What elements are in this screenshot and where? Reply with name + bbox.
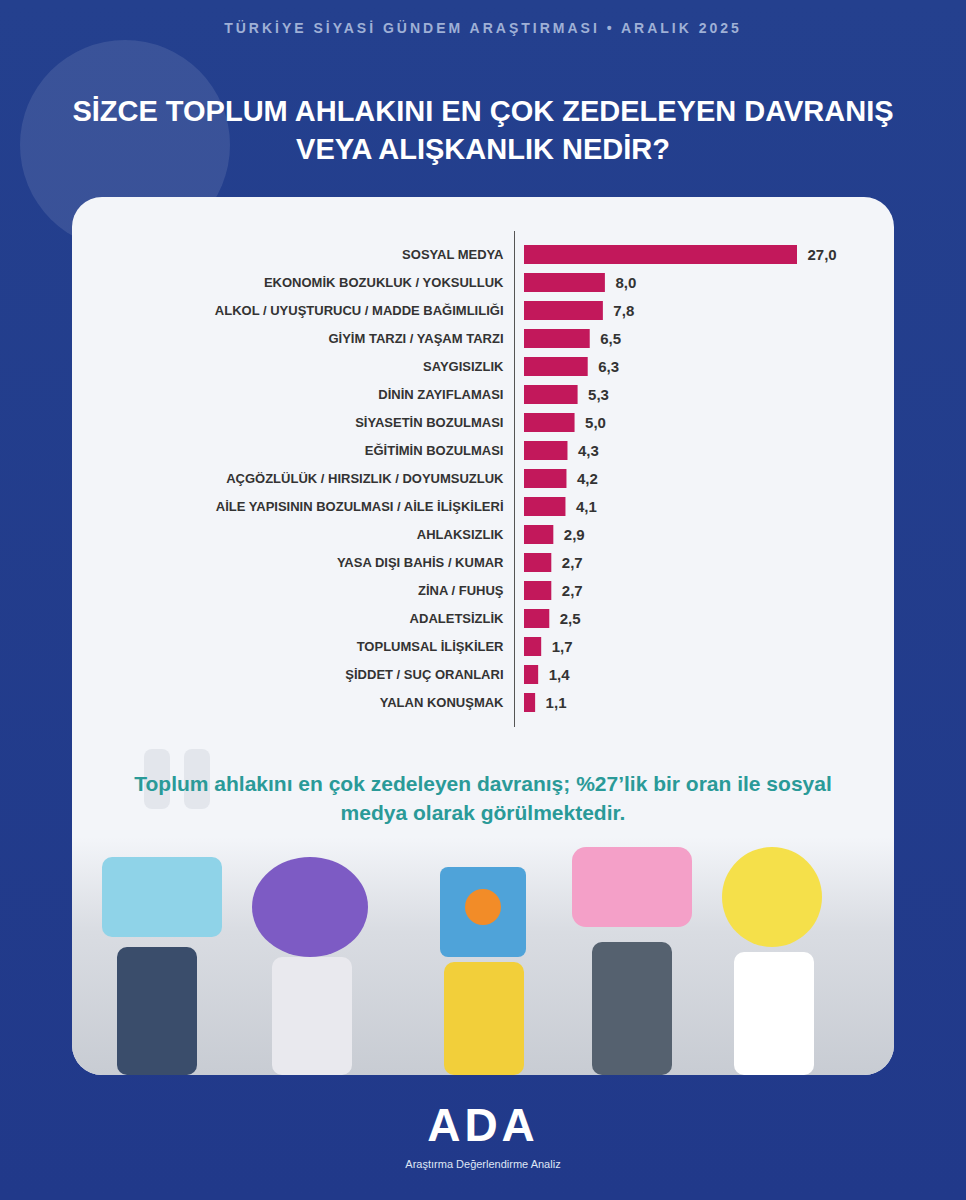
svg-text:2,7: 2,7 (562, 554, 583, 571)
svg-text:4,1: 4,1 (576, 498, 597, 515)
svg-text:GİYİM TARZI / YAŞAM TARZI: GİYİM TARZI / YAŞAM TARZI (328, 331, 503, 346)
svg-text:8,0: 8,0 (615, 274, 636, 291)
svg-text:4,2: 4,2 (577, 470, 598, 487)
svg-text:AHLAKSIZLIK: AHLAKSIZLIK (417, 527, 504, 542)
svg-text:ŞİDDET / SUÇ ORANLARI: ŞİDDET / SUÇ ORANLARI (345, 667, 503, 682)
svg-text:SAYGISIZLIK: SAYGISIZLIK (423, 359, 504, 374)
html-text:SİZCE TOPLUM AHLAKINI EN ÇOK Z: SİZCE TOPLUM AHLAKINI EN ÇOK ZEDELEYEN D… (72, 95, 894, 165)
html-text:Araştırma Değerlendirme Analiz: Araştırma Değerlendirme Analiz (405, 1158, 561, 1170)
svg-text:SİYASETİN BOZULMASI: SİYASETİN BOZULMASI (355, 415, 503, 430)
html-text:TÜRKİYE SİYASİ GÜNDEM ARAŞTIRM: TÜRKİYE SİYASİ GÜNDEM ARAŞTIRMASI • ARAL… (224, 20, 742, 36)
html-text:Toplum ahlakını en çok zedeley: Toplum ahlakını en çok zedeleyen davranı… (134, 772, 832, 824)
svg-text:6,5: 6,5 (600, 330, 621, 347)
svg-text:ALKOL / UYUŞTURUCU / MADDE BAĞ: ALKOL / UYUŞTURUCU / MADDE BAĞIMLILIĞI (215, 303, 504, 318)
svg-text:ADALETSİZLİK: ADALETSİZLİK (410, 611, 504, 626)
svg-text:7,8: 7,8 (613, 302, 634, 319)
svg-text:1,4: 1,4 (549, 666, 571, 683)
svg-text:4,3: 4,3 (578, 442, 599, 459)
svg-text:EKONOMİK BOZUKLUK / YOKSULLUK: EKONOMİK BOZUKLUK / YOKSULLUK (264, 275, 504, 290)
svg-text:AİLE YAPISININ BOZULMASI / AİL: AİLE YAPISININ BOZULMASI / AİLE İLİŞKİLE… (216, 499, 504, 514)
svg-text:ZİNA / FUHUŞ: ZİNA / FUHUŞ (418, 583, 504, 598)
svg-text:2,5: 2,5 (560, 610, 581, 627)
svg-text:AÇGÖZLÜLÜK / HIRSIZLIK / DOYUM: AÇGÖZLÜLÜK / HIRSIZLIK / DOYUMSUZLUK (226, 471, 504, 486)
svg-text:5,3: 5,3 (588, 386, 609, 403)
svg-text:YALAN KONUŞMAK: YALAN KONUŞMAK (380, 695, 504, 710)
svg-text:TOPLUMSAL İLİŞKİLER: TOPLUMSAL İLİŞKİLER (357, 639, 504, 654)
svg-text:1,7: 1,7 (552, 638, 573, 655)
svg-text:SOSYAL MEDYA: SOSYAL MEDYA (402, 247, 504, 262)
svg-text:5,0: 5,0 (585, 414, 606, 431)
svg-text:27,0: 27,0 (808, 246, 837, 263)
svg-text:2,9: 2,9 (564, 526, 585, 543)
svg-text:DİNİN ZAYIFLAMASI: DİNİN ZAYIFLAMASI (378, 387, 503, 402)
svg-text:6,3: 6,3 (598, 358, 619, 375)
html-text:ADA: ADA (427, 1099, 539, 1151)
svg-text:2,7: 2,7 (562, 582, 583, 599)
svg-text:EĞİTİMİN BOZULMASI: EĞİTİMİN BOZULMASI (365, 443, 504, 458)
svg-text:1,1: 1,1 (546, 694, 567, 711)
svg-text:YASA DIŞI BAHİS / KUMAR: YASA DIŞI BAHİS / KUMAR (337, 555, 504, 570)
